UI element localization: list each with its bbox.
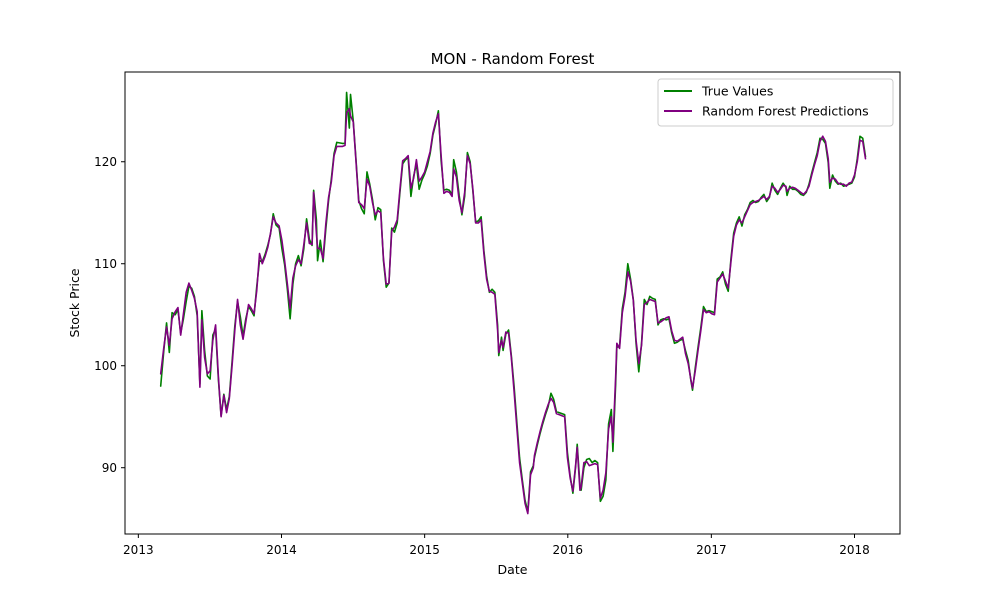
x-tick-label: 2016 (553, 543, 584, 557)
x-tick-label: 2018 (839, 543, 870, 557)
x-tick-label: 2013 (123, 543, 154, 557)
x-axis: 2013 2014 2015 2016 2017 2018 (123, 534, 870, 557)
x-tick-label: 2017 (696, 543, 727, 557)
series-layer (159, 91, 867, 515)
legend-box (657, 78, 894, 127)
y-tick-label: 120 (94, 155, 117, 169)
plot-frame (124, 71, 901, 535)
legend: True Values Random Forest Predictions (657, 78, 894, 127)
series-line-random-forest-predictions (159, 107, 867, 515)
x-tick-label: 2014 (266, 543, 297, 557)
x-tick-label: 2015 (409, 543, 440, 557)
y-tick-label: 90 (102, 461, 117, 475)
x-axis-label: Date (498, 562, 528, 577)
legend-label-random-forest-predictions: Random Forest Predictions (702, 104, 869, 119)
y-tick-label: 100 (94, 359, 117, 373)
y-tick-label: 110 (94, 257, 117, 271)
chart-title: MON - Random Forest (431, 50, 595, 68)
legend-label-true-values: True Values (701, 84, 773, 99)
y-axis: 90 100 110 120 (94, 155, 125, 475)
y-axis-label: Stock Price (67, 268, 82, 337)
